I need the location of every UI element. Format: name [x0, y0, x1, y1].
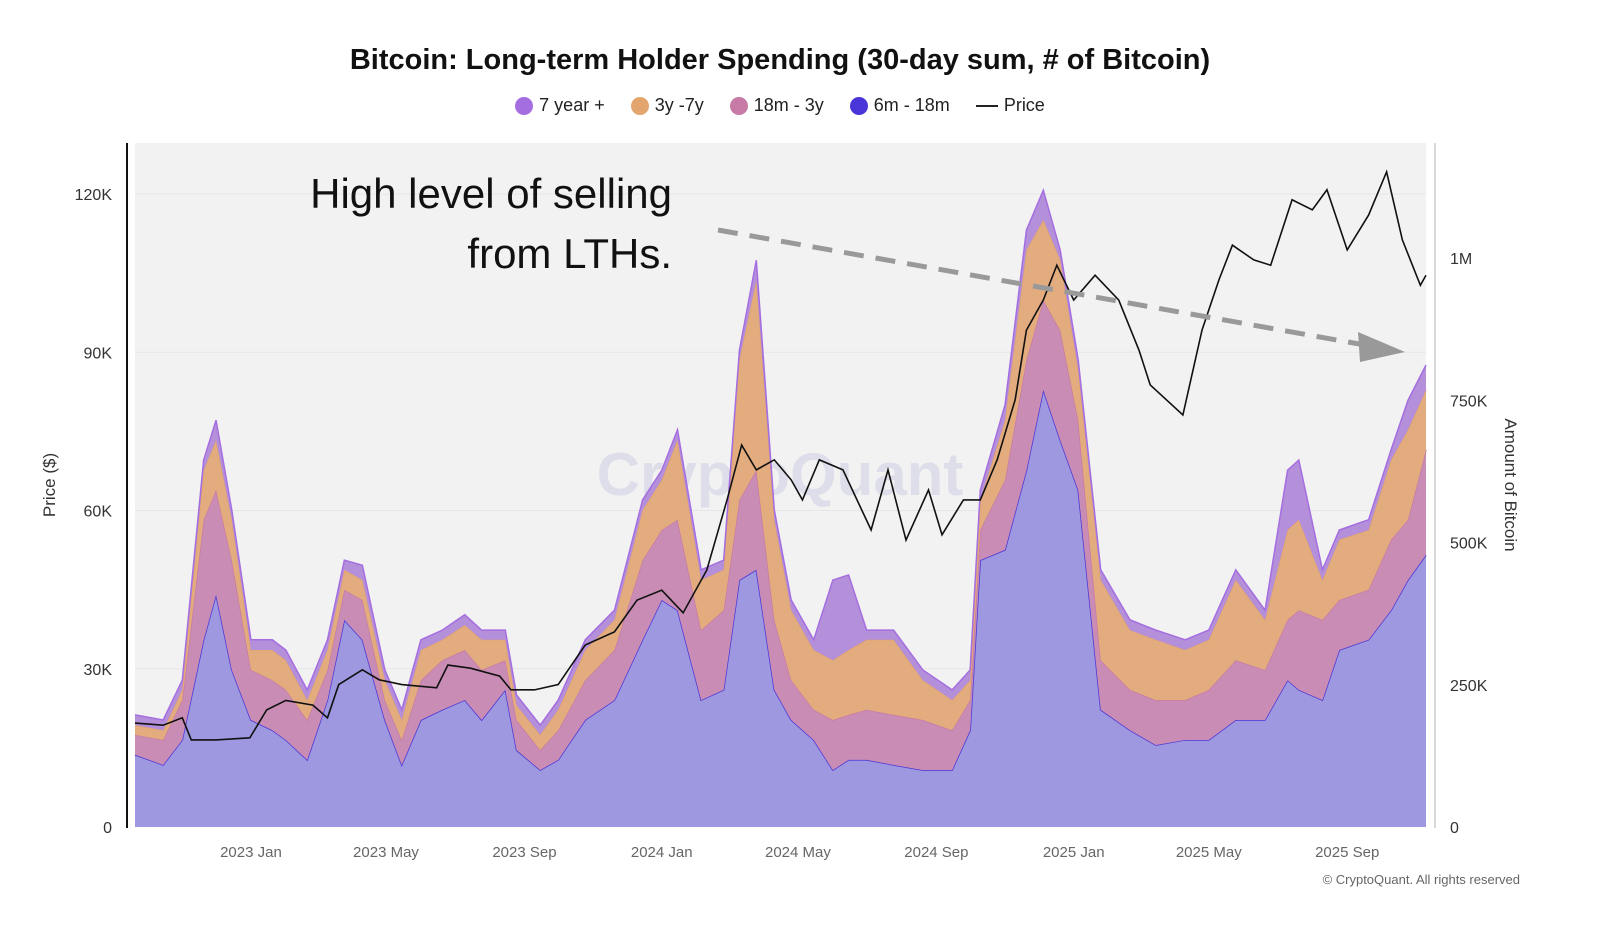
- legend-swatch: [975, 104, 998, 107]
- x-tick-label: 2023 May: [353, 844, 419, 861]
- x-tick-label: 2025 Sep: [1315, 844, 1379, 861]
- annotation-arrow-line: [717, 227, 1366, 348]
- legend-label: 18m - 3y: [753, 95, 824, 115]
- legend-label: 3y -7y: [654, 95, 704, 115]
- legend: 7 year + 3y -7y 18m - 3y 6m - 18m Price: [0, 95, 1560, 116]
- legend-label: 6m - 18m: [873, 95, 950, 115]
- area-3y-7y: [135, 219, 1426, 751]
- left-tick-label: 90K: [84, 345, 113, 362]
- right-tick-label: 500K: [1450, 536, 1488, 553]
- annotation-arrow-head: [1358, 332, 1405, 362]
- right-axis-label: Amount of Bitcoin: [1501, 418, 1520, 551]
- left-axis-label: Price ($): [40, 453, 59, 517]
- legend-label: Price: [1003, 95, 1045, 115]
- x-tick-label: 2024 Jan: [631, 844, 693, 861]
- legend-item-3y-7y[interactable]: 3y -7y: [630, 95, 704, 116]
- annotation-line-1: High level of selling: [310, 170, 672, 217]
- area-6m-18m: [135, 390, 1426, 827]
- x-tick-label: 2025 May: [1176, 844, 1242, 861]
- legend-swatch: [630, 96, 649, 115]
- copyright: © CryptoQuant. All rights reserved: [1323, 872, 1520, 887]
- x-tick-label: 2023 Jan: [220, 844, 282, 861]
- right-tick-label: 250K: [1450, 678, 1488, 695]
- legend-item-6m-18m[interactable]: 6m - 18m: [849, 95, 950, 116]
- left-tick-label: 60K: [84, 504, 113, 521]
- right-tick-label: 750K: [1450, 393, 1488, 410]
- right-tick-label: 1M: [1450, 251, 1472, 268]
- legend-swatch: [849, 96, 868, 115]
- x-tick-label: 2023 Sep: [492, 844, 556, 861]
- right-tick-label: 0: [1450, 820, 1459, 837]
- x-tick-label: 2025 Jan: [1043, 844, 1105, 861]
- legend-swatch: [729, 96, 748, 115]
- left-tick-label: 120K: [75, 187, 113, 204]
- legend-swatch: [515, 96, 534, 115]
- legend-item-price[interactable]: Price: [975, 95, 1045, 116]
- area-18m-3y: [135, 300, 1426, 771]
- area-edge-7-year: [134, 188, 1427, 727]
- legend-item-7y[interactable]: 7 year +: [515, 95, 605, 116]
- left-tick-label: 30K: [84, 662, 113, 679]
- x-tick-label: 2024 Sep: [904, 844, 968, 861]
- price-line: [134, 169, 1427, 741]
- legend-item-18m-3y[interactable]: 18m - 3y: [729, 95, 824, 116]
- annotation-line-2: from LTHs.: [467, 230, 672, 277]
- left-tick-label: 0: [103, 820, 112, 837]
- chart-title: Bitcoin: Long-term Holder Spending (30-d…: [349, 44, 1211, 76]
- legend-label: 7 year +: [539, 95, 605, 115]
- x-tick-label: 2024 May: [765, 844, 831, 861]
